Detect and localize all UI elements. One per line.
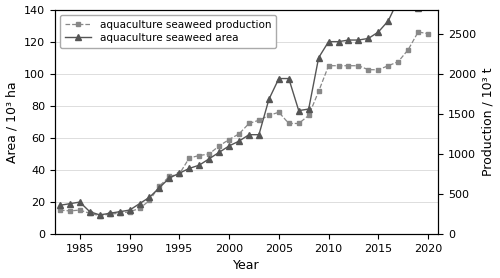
aquaculture seaweed production bbox=[136, 207, 142, 210]
Line: aquaculture seaweed area: aquaculture seaweed area bbox=[57, 0, 431, 218]
aquaculture seaweed area bbox=[326, 40, 332, 43]
aquaculture seaweed area bbox=[386, 19, 392, 23]
aquaculture seaweed area bbox=[376, 30, 382, 34]
aquaculture seaweed production bbox=[376, 68, 382, 71]
aquaculture seaweed production bbox=[226, 138, 232, 141]
aquaculture seaweed production bbox=[346, 64, 352, 67]
aquaculture seaweed production bbox=[77, 208, 83, 212]
aquaculture seaweed production bbox=[276, 111, 282, 114]
aquaculture seaweed area bbox=[226, 144, 232, 148]
aquaculture seaweed production bbox=[106, 212, 112, 216]
aquaculture seaweed production bbox=[306, 114, 312, 117]
aquaculture seaweed production bbox=[386, 64, 392, 67]
aquaculture seaweed area bbox=[126, 208, 132, 212]
aquaculture seaweed area bbox=[106, 212, 112, 215]
aquaculture seaweed production bbox=[356, 64, 362, 67]
aquaculture seaweed area bbox=[96, 213, 102, 217]
aquaculture seaweed production bbox=[395, 60, 401, 63]
Y-axis label: Area / 10³ ha: Area / 10³ ha bbox=[6, 81, 18, 163]
aquaculture seaweed production bbox=[425, 32, 431, 35]
aquaculture seaweed area bbox=[116, 210, 122, 214]
aquaculture seaweed production bbox=[296, 122, 302, 125]
aquaculture seaweed area bbox=[206, 157, 212, 160]
aquaculture seaweed production bbox=[336, 64, 342, 67]
aquaculture seaweed production bbox=[186, 156, 192, 160]
aquaculture seaweed area bbox=[216, 151, 222, 154]
aquaculture seaweed area bbox=[146, 196, 152, 199]
aquaculture seaweed production bbox=[256, 119, 262, 122]
aquaculture seaweed production bbox=[87, 212, 93, 215]
aquaculture seaweed production bbox=[216, 144, 222, 148]
aquaculture seaweed area bbox=[256, 133, 262, 136]
aquaculture seaweed production bbox=[176, 172, 182, 176]
aquaculture seaweed area bbox=[276, 77, 282, 80]
aquaculture seaweed production bbox=[316, 90, 322, 93]
aquaculture seaweed production bbox=[405, 48, 411, 51]
aquaculture seaweed production bbox=[415, 30, 421, 34]
aquaculture seaweed production bbox=[67, 209, 73, 213]
aquaculture seaweed production bbox=[196, 154, 202, 157]
aquaculture seaweed area bbox=[67, 202, 73, 205]
aquaculture seaweed area bbox=[156, 186, 162, 189]
aquaculture seaweed area bbox=[306, 107, 312, 111]
aquaculture seaweed area bbox=[77, 200, 83, 204]
aquaculture seaweed production bbox=[206, 152, 212, 156]
aquaculture seaweed area bbox=[266, 98, 272, 101]
aquaculture seaweed production bbox=[286, 122, 292, 125]
aquaculture seaweed production bbox=[366, 68, 372, 71]
aquaculture seaweed area bbox=[166, 176, 172, 180]
aquaculture seaweed area bbox=[87, 210, 93, 214]
aquaculture seaweed area bbox=[246, 133, 252, 136]
aquaculture seaweed area bbox=[286, 77, 292, 80]
aquaculture seaweed production bbox=[146, 199, 152, 202]
aquaculture seaweed area bbox=[316, 56, 322, 59]
aquaculture seaweed production bbox=[156, 184, 162, 188]
aquaculture seaweed area bbox=[415, 6, 421, 10]
aquaculture seaweed production bbox=[236, 132, 242, 136]
aquaculture seaweed production bbox=[126, 210, 132, 214]
aquaculture seaweed area bbox=[57, 203, 63, 207]
aquaculture seaweed production bbox=[116, 212, 122, 215]
aquaculture seaweed production bbox=[266, 114, 272, 117]
aquaculture seaweed area bbox=[336, 40, 342, 43]
aquaculture seaweed production bbox=[326, 64, 332, 67]
aquaculture seaweed area bbox=[356, 38, 362, 42]
Legend: aquaculture seaweed production, aquaculture seaweed area: aquaculture seaweed production, aquacult… bbox=[60, 15, 276, 48]
Y-axis label: Production / 10³ t: Production / 10³ t bbox=[482, 68, 494, 176]
aquaculture seaweed area bbox=[186, 167, 192, 170]
Line: aquaculture seaweed production: aquaculture seaweed production bbox=[58, 29, 430, 218]
aquaculture seaweed area bbox=[395, 0, 401, 2]
aquaculture seaweed production bbox=[57, 208, 63, 212]
X-axis label: Year: Year bbox=[233, 259, 260, 272]
aquaculture seaweed area bbox=[366, 37, 372, 40]
aquaculture seaweed production bbox=[246, 122, 252, 125]
aquaculture seaweed production bbox=[166, 175, 172, 178]
aquaculture seaweed production bbox=[96, 214, 102, 217]
aquaculture seaweed area bbox=[296, 109, 302, 112]
aquaculture seaweed area bbox=[236, 140, 242, 143]
aquaculture seaweed area bbox=[196, 163, 202, 167]
aquaculture seaweed area bbox=[136, 202, 142, 205]
aquaculture seaweed area bbox=[176, 172, 182, 175]
aquaculture seaweed area bbox=[346, 38, 352, 42]
aquaculture seaweed area bbox=[425, 5, 431, 8]
